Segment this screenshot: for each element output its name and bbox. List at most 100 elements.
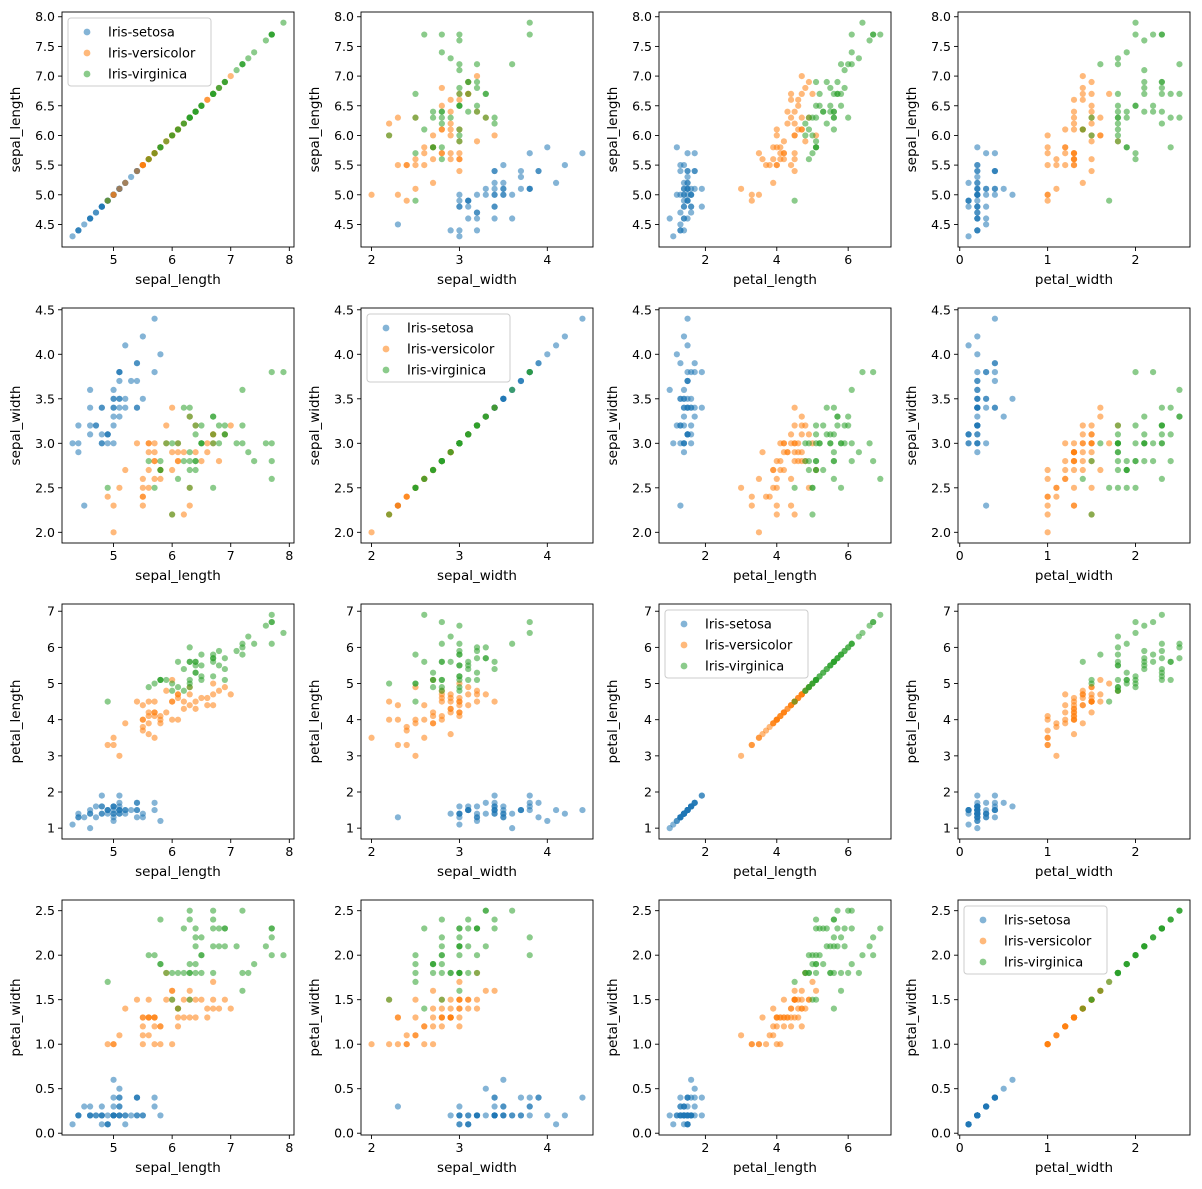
data-point xyxy=(157,1041,164,1048)
data-point xyxy=(473,969,481,977)
series-Iris-versicolor xyxy=(1044,404,1122,536)
data-point xyxy=(192,669,199,676)
data-point xyxy=(830,943,837,950)
x-tick-label: 5 xyxy=(110,252,118,267)
data-point xyxy=(1158,673,1165,680)
data-point xyxy=(438,1005,445,1012)
data-point xyxy=(755,150,763,157)
legend-box xyxy=(366,313,511,383)
series-Iris-setosa xyxy=(394,1076,586,1128)
data-point xyxy=(412,90,419,97)
data-point xyxy=(1114,61,1122,68)
data-point xyxy=(848,440,855,447)
data-point xyxy=(198,673,205,680)
data-point xyxy=(482,644,489,651)
y-tick-label: 5.0 xyxy=(35,187,55,202)
axes-frame xyxy=(360,307,594,544)
data-point xyxy=(174,969,182,977)
data-point xyxy=(579,315,586,322)
data-point xyxy=(186,702,193,709)
y-tick-label: 1 xyxy=(943,821,951,836)
data-point xyxy=(791,197,798,204)
y-tick-label: 6.0 xyxy=(334,128,354,143)
data-point xyxy=(1070,466,1078,474)
y-axis-label: sepal_length xyxy=(904,87,920,173)
data-point xyxy=(1097,413,1104,420)
data-point xyxy=(421,126,428,133)
data-point xyxy=(812,676,820,684)
data-point xyxy=(1000,185,1007,192)
data-point xyxy=(1123,484,1130,491)
data-point xyxy=(169,996,176,1003)
data-point xyxy=(186,916,193,923)
data-point xyxy=(192,1014,199,1021)
data-point xyxy=(473,698,481,705)
data-point xyxy=(429,144,437,151)
axes-frame xyxy=(957,899,1191,1136)
data-point xyxy=(151,1023,158,1030)
data-point xyxy=(186,458,193,465)
data-point xyxy=(991,792,999,799)
data-point xyxy=(473,138,481,145)
data-point xyxy=(465,203,472,210)
data-point xyxy=(145,466,152,474)
data-point xyxy=(412,978,419,985)
data-point xyxy=(766,1032,773,1039)
data-point xyxy=(198,934,205,941)
data-point xyxy=(456,167,463,175)
data-point xyxy=(812,431,820,438)
data-point xyxy=(447,126,454,133)
data-point xyxy=(104,698,111,705)
data-point xyxy=(1044,466,1051,474)
data-point xyxy=(805,952,813,959)
data-point xyxy=(110,741,117,749)
data-point xyxy=(145,996,152,1003)
data-point xyxy=(552,806,560,814)
data-point xyxy=(403,162,410,169)
data-point xyxy=(552,1121,560,1128)
data-point xyxy=(809,114,816,121)
data-point xyxy=(116,1032,123,1039)
y-tick-label: 3.0 xyxy=(35,436,55,451)
data-point xyxy=(473,925,481,932)
data-point xyxy=(456,651,463,658)
data-point xyxy=(386,716,393,723)
data-point xyxy=(837,102,845,109)
data-point xyxy=(87,810,94,817)
data-point xyxy=(841,67,848,74)
data-point xyxy=(262,943,269,950)
x-tick-label: 6 xyxy=(844,548,852,563)
data-point xyxy=(174,658,182,665)
y-tick-label: 3.5 xyxy=(931,391,951,406)
data-point xyxy=(438,49,445,56)
data-point xyxy=(69,1121,76,1128)
data-point xyxy=(412,197,419,204)
data-point xyxy=(1158,640,1165,647)
x-tick-label: 2 xyxy=(1132,844,1140,859)
y-tick-label: 6 xyxy=(943,640,951,655)
data-point xyxy=(802,440,809,447)
data-point xyxy=(1062,458,1069,465)
data-point xyxy=(465,108,472,115)
data-point xyxy=(877,925,884,932)
data-point xyxy=(535,1094,542,1101)
data-point xyxy=(110,1076,117,1083)
data-point xyxy=(965,821,972,828)
data-point xyxy=(251,960,258,968)
data-point xyxy=(974,197,981,204)
data-point xyxy=(1097,698,1104,705)
data-point xyxy=(133,404,141,411)
data-point xyxy=(787,96,795,103)
data-point xyxy=(104,197,111,204)
y-tick-label: 1.0 xyxy=(931,1037,951,1052)
data-point xyxy=(447,705,454,712)
y-tick-label: 0.0 xyxy=(931,1126,951,1141)
data-point xyxy=(784,108,791,115)
data-point xyxy=(877,611,884,618)
data-point xyxy=(438,458,445,465)
data-point xyxy=(991,315,999,322)
y-tick-label: 7.5 xyxy=(931,39,951,54)
data-point xyxy=(809,484,816,491)
data-point xyxy=(827,84,834,92)
data-point xyxy=(791,449,798,456)
